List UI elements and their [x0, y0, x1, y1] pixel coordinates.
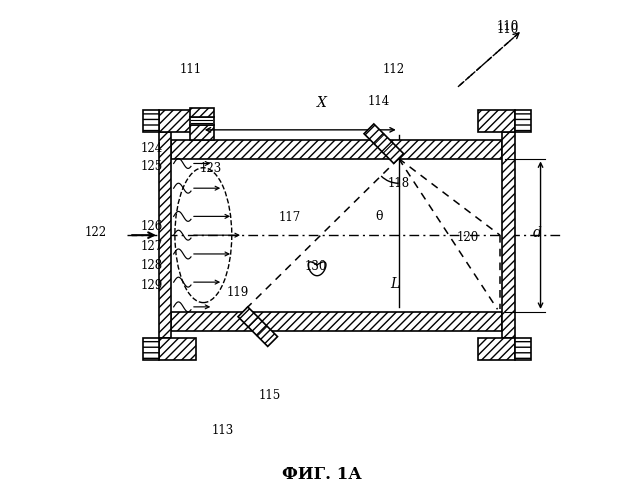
Text: 119: 119 — [227, 286, 249, 298]
Text: 120: 120 — [457, 231, 479, 244]
Text: 127: 127 — [140, 240, 162, 252]
Polygon shape — [159, 110, 196, 132]
Text: 130: 130 — [305, 260, 327, 273]
Text: L: L — [390, 276, 400, 290]
Text: 112: 112 — [383, 63, 405, 76]
Polygon shape — [502, 132, 515, 338]
Text: θ: θ — [375, 210, 383, 223]
Text: 115: 115 — [259, 390, 281, 402]
Polygon shape — [515, 338, 531, 360]
Polygon shape — [478, 338, 515, 360]
Polygon shape — [364, 124, 404, 164]
Text: 125: 125 — [140, 160, 162, 173]
Text: 122: 122 — [84, 226, 107, 239]
Polygon shape — [478, 110, 515, 132]
Text: 114: 114 — [368, 95, 390, 108]
Polygon shape — [238, 307, 278, 346]
Text: 113: 113 — [212, 424, 234, 437]
Polygon shape — [171, 140, 502, 158]
Text: 117: 117 — [279, 212, 301, 224]
Polygon shape — [190, 108, 214, 116]
Text: 110: 110 — [497, 20, 518, 33]
Text: 124: 124 — [140, 142, 162, 155]
Polygon shape — [190, 116, 214, 126]
Polygon shape — [143, 110, 159, 132]
Text: d: d — [533, 226, 542, 239]
Text: 123: 123 — [200, 162, 222, 175]
Text: X: X — [317, 96, 327, 110]
Polygon shape — [159, 338, 196, 360]
Text: 118: 118 — [388, 177, 410, 190]
Text: 128: 128 — [140, 260, 162, 272]
Polygon shape — [171, 312, 502, 330]
Polygon shape — [190, 126, 214, 140]
Polygon shape — [515, 110, 531, 132]
Text: 110: 110 — [497, 24, 518, 36]
Text: 129: 129 — [140, 279, 162, 292]
Polygon shape — [159, 132, 171, 338]
Text: ФИГ. 1А: ФИГ. 1А — [282, 466, 362, 483]
Text: 111: 111 — [180, 63, 202, 76]
Text: 126: 126 — [140, 220, 162, 233]
Polygon shape — [143, 338, 159, 360]
